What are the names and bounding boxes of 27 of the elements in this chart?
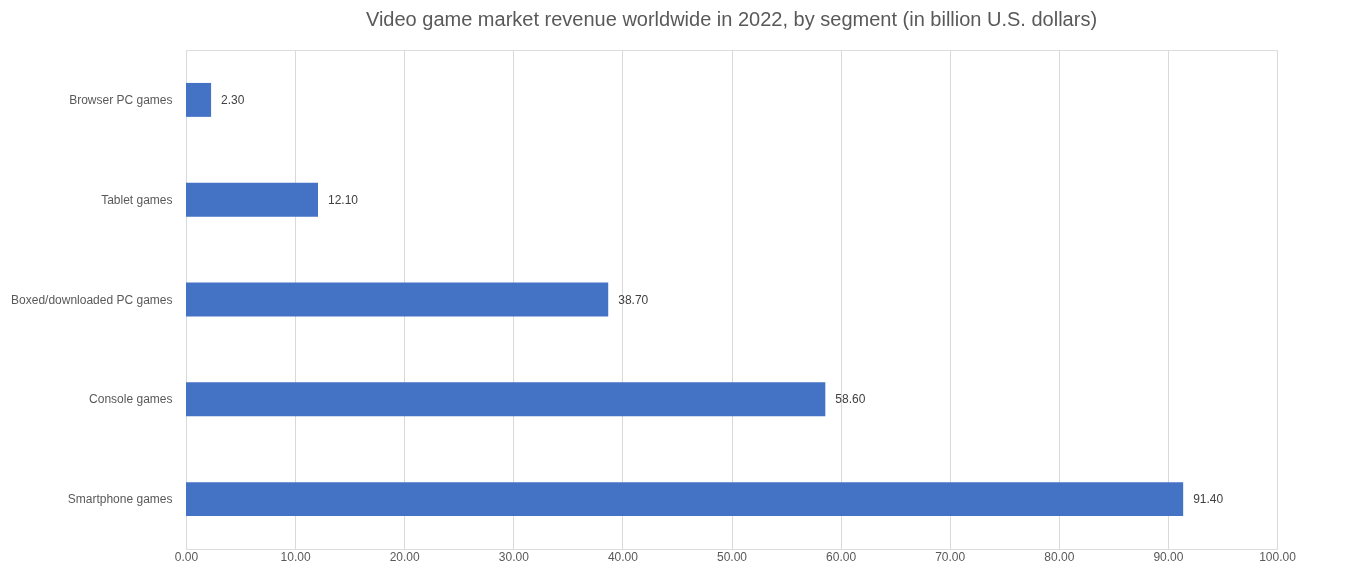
data-label: 91.40 <box>1193 492 1224 507</box>
x-tick-label: 20.00 <box>389 549 421 564</box>
chart-title: Video game market revenue worldwide in 2022, by segment (in billion U.S. dollars) <box>365 8 1098 30</box>
x-tick-label: 30.00 <box>498 549 530 564</box>
x-tick-label: 0.00 <box>174 549 199 564</box>
bar <box>186 482 1184 517</box>
x-tick-label: 10.00 <box>280 549 311 564</box>
y-tick-label: Browser PC games <box>69 92 173 107</box>
data-label: 38.70 <box>618 292 649 307</box>
data-label: 2.30 <box>221 92 245 107</box>
x-tick-label: 50.00 <box>716 549 748 564</box>
bar <box>186 182 319 217</box>
y-tick-label: Boxed/downloaded PC games <box>11 292 173 307</box>
y-tick-label: Console games <box>89 392 173 407</box>
x-tick-label: 80.00 <box>1044 549 1075 564</box>
x-tick-label: 40.00 <box>607 549 639 564</box>
x-tick-label: 70.00 <box>935 549 966 564</box>
bar <box>186 282 609 317</box>
x-tick-label: 90.00 <box>1153 549 1184 564</box>
y-tick-label: Tablet games <box>101 192 173 207</box>
bar <box>186 82 212 117</box>
bar <box>186 382 826 417</box>
data-label: 12.10 <box>328 192 359 207</box>
y-tick-label: Smartphone games <box>67 492 173 507</box>
x-tick-label: 60.00 <box>826 549 857 564</box>
x-tick-label: 100.00 <box>1259 549 1297 564</box>
data-label: 58.60 <box>835 392 866 407</box>
